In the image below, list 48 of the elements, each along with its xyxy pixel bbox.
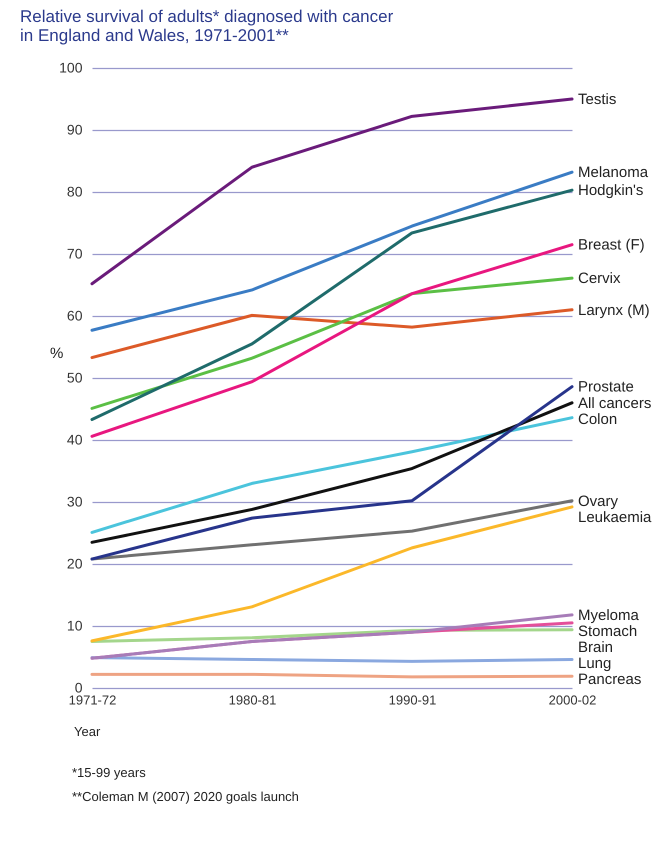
y-tick-label: 80	[66, 184, 83, 200]
y-tick-label: 10	[66, 618, 83, 634]
series-label: Cervix	[578, 270, 621, 288]
y-tick-label: 20	[66, 556, 83, 572]
series-label: Leukaemia	[578, 508, 652, 526]
x-tick-label: 1990-91	[388, 692, 436, 708]
series-label: Colon	[578, 410, 618, 428]
series-label: Lung	[578, 654, 612, 672]
text: *15-99 years	[72, 765, 146, 780]
line-series	[90, 499, 574, 561]
y-tick-label: 40	[66, 432, 83, 448]
x-tick-label: 1980-81	[228, 692, 276, 708]
line-series	[90, 308, 574, 360]
y-tick-label: 0	[74, 680, 83, 696]
line-series	[90, 243, 574, 438]
line-series	[90, 170, 574, 332]
y-tick-label: 100	[59, 60, 83, 76]
line-series	[90, 613, 574, 660]
series-label: Brain	[578, 638, 614, 656]
x-tick-label: 1971-72	[68, 692, 116, 708]
series-label: Testis	[578, 91, 616, 108]
x-tick-label: 2000-02	[548, 692, 596, 708]
line-series	[90, 385, 574, 561]
line-series	[90, 401, 574, 544]
series-label: Pancreas	[578, 670, 642, 688]
chart-title: Relative survival of adults* diagnosed with cancer in England and Wales, 1971-2001**	[20, 7, 394, 45]
series-label: Hodgkin's	[578, 182, 644, 200]
line-series	[90, 505, 574, 642]
y-tick-label: 90	[66, 122, 83, 138]
series-label: Larynx (M)	[578, 302, 650, 319]
y-tick-label: 70	[66, 246, 83, 262]
series-label: Stomach	[578, 622, 638, 640]
y-axis-title: %	[50, 345, 64, 362]
x-axis-title: Year	[74, 724, 101, 739]
y-tick-label: 30	[66, 494, 83, 510]
series-label: Breast (F)	[578, 236, 645, 254]
line-series	[90, 188, 574, 422]
series-label: Ovary	[578, 492, 619, 510]
line-series	[90, 276, 574, 410]
y-tick-label: 50	[66, 370, 83, 386]
series-label: Prostate	[578, 378, 634, 396]
series-label: All cancers	[578, 394, 652, 412]
y-tick-label: 60	[66, 308, 83, 324]
line-series	[90, 98, 574, 286]
series-label: Melanoma	[578, 164, 649, 182]
text: **Coleman M (2007) 2020 goals launch	[72, 789, 299, 804]
line-series	[90, 416, 574, 534]
series-label: Myeloma	[578, 606, 640, 624]
